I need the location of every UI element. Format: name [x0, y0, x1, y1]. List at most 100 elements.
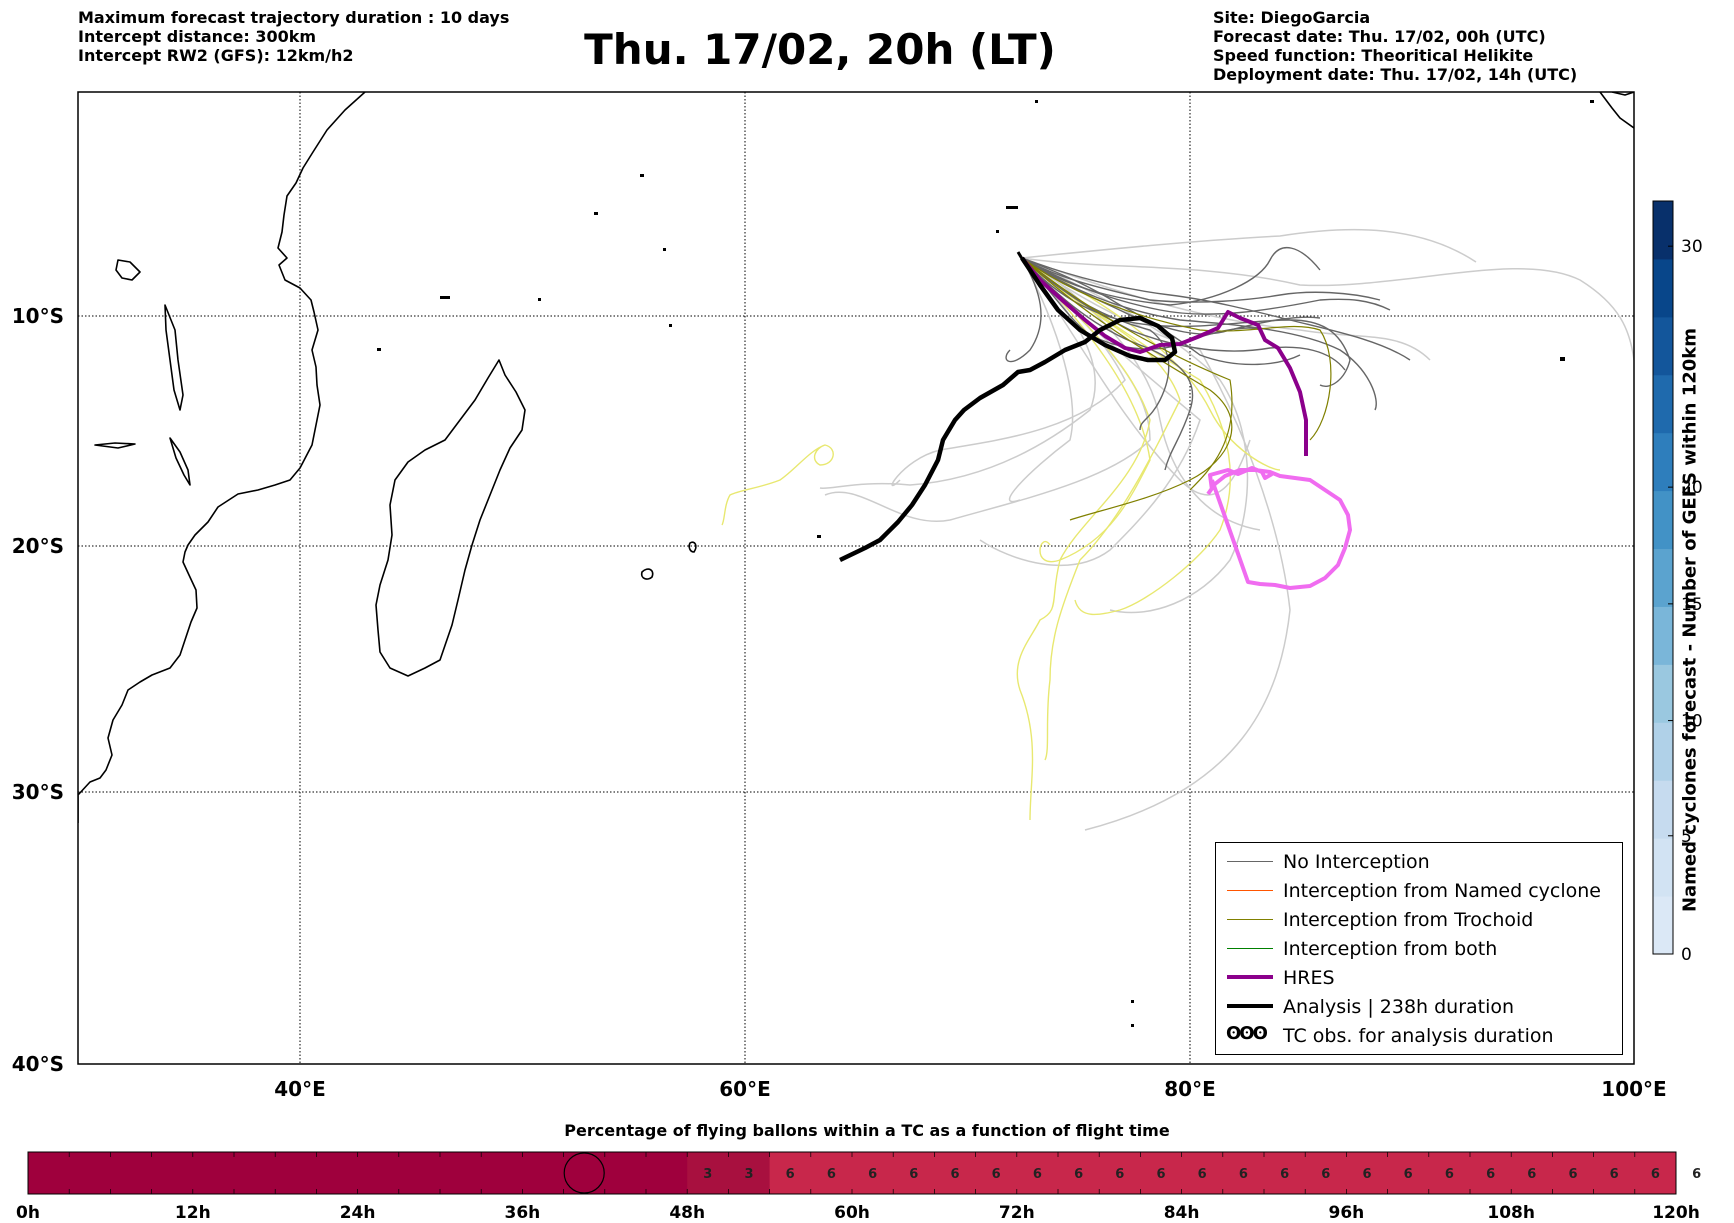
legend-label: No Interception: [1283, 851, 1430, 873]
strip-cell-value: 6: [1404, 1167, 1413, 1182]
strip-cell-value: 6: [1321, 1167, 1330, 1182]
launch-site-marker: [1016, 251, 1026, 263]
colorbar-tick-label: 30: [1681, 237, 1703, 257]
colorbar-cell: [1653, 606, 1673, 665]
analysis-trajectory: [839, 256, 1178, 563]
strip-hour-label: 120h: [1652, 1203, 1700, 1223]
sri-lanka-edge: [1611, 92, 1634, 96]
legend-item-analysis: Analysis | 238h duration: [1222, 994, 1618, 1020]
strip-cell-value: 6: [1074, 1167, 1083, 1182]
coastlines: [78, 92, 1634, 823]
colorbar-cell: [1653, 896, 1673, 955]
strip-cell-value: 6: [1445, 1167, 1454, 1182]
small-islands: [377, 100, 1594, 1027]
no-interception-trajectories: [1005, 247, 1411, 471]
colorbar-cell: [1653, 374, 1673, 434]
strip-cell-value: 6: [1115, 1167, 1124, 1182]
map-frame: [77, 91, 1635, 1065]
colorbar-tick-label: 0: [1681, 945, 1692, 965]
lat-label-30s: 30°S: [12, 780, 64, 804]
colorbar-tick-label: 15: [1681, 595, 1703, 615]
site-info: Site: DiegoGarcia Forecast date: Thu. 17…: [1213, 8, 1577, 84]
sumatra-coastline: [1599, 92, 1634, 129]
site-text: Site: DiegoGarcia: [1213, 8, 1371, 27]
legend-item-tc-obs: ʘʘʘ TC obs. for analysis duration: [1222, 1023, 1618, 1049]
legend-item-no-interception: No Interception: [1222, 849, 1618, 875]
legend-label: Analysis | 238h duration: [1283, 996, 1515, 1018]
tc-observation-track: [1206, 466, 1352, 590]
strip-cell-value: 6: [909, 1167, 918, 1182]
colorbar-tick-label: 20: [1681, 478, 1703, 498]
hres-trajectory: [1020, 256, 1308, 456]
gray-line-swatch: [1227, 861, 1273, 862]
strip-cell-value: 6: [1568, 1167, 1577, 1182]
cyclone-colorbar: 0 5 10 15 20 30: [1652, 200, 1703, 965]
legend-label: Interception from Named cyclone: [1283, 880, 1601, 902]
colorbar-tick-label: 5: [1681, 827, 1692, 847]
lake-victoria: [115, 259, 141, 281]
legend-item-trochoid: Interception from Trochoid: [1222, 907, 1618, 933]
yellow-member-trajectories: [721, 257, 1281, 821]
africa-coastline: [78, 92, 366, 823]
strip-segment: [28, 1152, 688, 1194]
legend-box: No Interception Interception from Named …: [1215, 842, 1623, 1055]
longitude-labels: 40°E 60°E 80°E 100°E: [274, 1077, 1666, 1101]
legend-label: TC obs. for analysis duration: [1283, 1025, 1554, 1047]
cyclone-symbol-icon: ʘʘʘ: [1226, 1023, 1268, 1044]
strip-cell-value: 6: [1486, 1167, 1495, 1182]
colorbar-title: Named cyclones forecast - Number of GEFS…: [1679, 327, 1701, 913]
colorbar-frame: [1652, 200, 1674, 955]
colorbar-cell: [1653, 258, 1673, 318]
lon-label-100: 100°E: [1601, 1077, 1666, 1101]
lake-tanganyika: [164, 304, 184, 411]
intercept-rw2-text: Intercept RW2 (GFS): 12km/h2: [78, 46, 354, 65]
legend-label: HRES: [1283, 967, 1335, 989]
strip-title: Percentage of flying ballons within a TC…: [564, 1121, 1170, 1140]
strip-cell-value: 6: [1651, 1167, 1660, 1182]
black-line-swatch: [1227, 1004, 1273, 1008]
percentage-strip: 3366666666666666666666666666666660h12h24…: [16, 1151, 1734, 1223]
lat-label-40s: 40°S: [12, 1052, 64, 1076]
colorbar-cell: [1653, 490, 1673, 550]
lat-label-20s: 20°S: [12, 534, 64, 558]
strip-hour-label: 12h: [175, 1203, 211, 1223]
colorbar-cell: [1653, 201, 1673, 260]
latitude-labels: 10°S 20°S 30°S 40°S: [12, 304, 64, 1076]
strip-hour-label: 36h: [505, 1203, 541, 1223]
colorbar-cell: [1653, 316, 1673, 376]
strip-cell-value: 6: [950, 1167, 959, 1182]
strip-cell-value: 3: [744, 1167, 753, 1182]
strip-cell-value: 6: [786, 1167, 795, 1182]
strip-hour-label: 48h: [669, 1203, 705, 1223]
colorbar-cell: [1653, 780, 1673, 839]
strip-hour-label: 96h: [1329, 1203, 1365, 1223]
current-time-marker: [563, 1152, 605, 1194]
legend-item-hres: HRES: [1222, 965, 1618, 991]
strip-cell-value: 6: [1280, 1167, 1289, 1182]
lon-label-80: 80°E: [1164, 1077, 1216, 1101]
lake-malawi: [169, 437, 191, 486]
strip-hour-label: 0h: [16, 1203, 40, 1223]
lat-label-10s: 10°S: [12, 304, 64, 328]
strip-frame: [27, 1151, 1677, 1195]
green-line-swatch: [1227, 948, 1273, 949]
graticule: [78, 92, 1634, 1064]
strip-cell-value: 6: [868, 1167, 877, 1182]
deployment-date-text: Deployment date: Thu. 17/02, 14h (UTC): [1213, 65, 1578, 84]
lake-kyoga: [94, 442, 136, 449]
strip-cell-value: 6: [1239, 1167, 1248, 1182]
strip-segment: [769, 1152, 1677, 1194]
orange-line-swatch: [1227, 890, 1273, 891]
strip-segment: [687, 1152, 771, 1194]
colorbar-cell: [1653, 432, 1673, 492]
colorbar-cell: [1653, 722, 1673, 781]
olive-line-swatch: [1227, 919, 1273, 920]
strip-cell-value: 6: [1198, 1167, 1207, 1182]
colorbar-tick-label: 10: [1681, 712, 1703, 732]
strip-cell-value: 3: [703, 1167, 712, 1182]
strip-cell-value: 6: [1610, 1167, 1619, 1182]
mauritius-island: [688, 541, 697, 553]
speed-function-text: Speed function: Theoritical Helikite: [1213, 46, 1534, 65]
strip-hour-label: 72h: [999, 1203, 1035, 1223]
